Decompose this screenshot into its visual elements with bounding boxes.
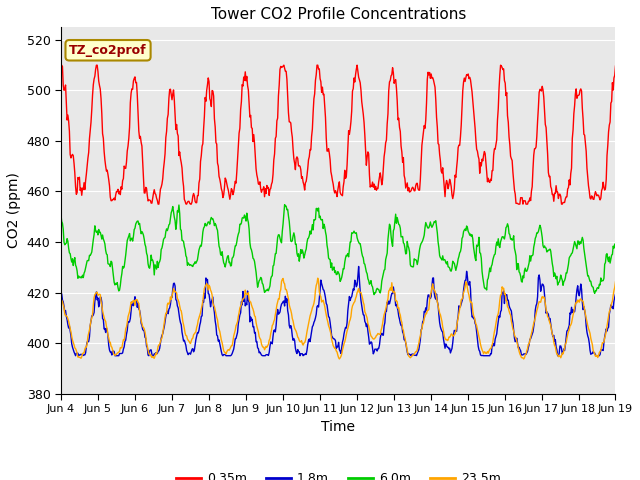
1.8m (210, 304, 218, 310)
6.0m (67, 255, 75, 261)
0.35m (180, 196, 188, 202)
6.0m (180, 244, 188, 250)
23.5m (124, 314, 132, 320)
Line: 0.35m: 0.35m (61, 65, 616, 204)
23.5m (612, 279, 620, 285)
Text: TZ_co2prof: TZ_co2prof (69, 44, 147, 57)
Line: 1.8m: 1.8m (61, 266, 616, 356)
0.35m (124, 143, 132, 149)
1.8m (67, 333, 75, 338)
1.8m (355, 264, 362, 269)
23.5m (210, 303, 218, 309)
1.8m (554, 353, 561, 359)
0.35m (210, 93, 218, 99)
6.0m (612, 242, 620, 248)
1.8m (57, 290, 65, 296)
0.35m (406, 189, 414, 194)
0.35m (422, 100, 430, 106)
23.5m (314, 275, 322, 281)
0.35m (57, 62, 65, 68)
1.8m (124, 319, 132, 324)
6.0m (407, 264, 415, 269)
0.35m (612, 63, 620, 69)
X-axis label: Time: Time (321, 420, 355, 433)
1.8m (422, 308, 430, 313)
23.5m (67, 329, 75, 335)
23.5m (422, 311, 430, 316)
1.8m (612, 291, 620, 297)
Y-axis label: CO2 (ppm): CO2 (ppm) (7, 172, 21, 248)
6.0m (281, 202, 289, 207)
6.0m (424, 224, 431, 230)
Legend: 0.35m, 1.8m, 6.0m, 23.5m: 0.35m, 1.8m, 6.0m, 23.5m (171, 467, 506, 480)
0.35m (313, 62, 321, 68)
23.5m (406, 355, 414, 360)
1.8m (406, 352, 414, 358)
0.35m (515, 201, 522, 207)
6.0m (124, 236, 132, 241)
Line: 6.0m: 6.0m (61, 204, 616, 295)
6.0m (370, 292, 378, 298)
Title: Tower CO2 Profile Concentrations: Tower CO2 Profile Concentrations (211, 7, 466, 22)
1.8m (180, 337, 188, 343)
6.0m (210, 218, 218, 224)
23.5m (180, 326, 188, 332)
Line: 23.5m: 23.5m (61, 278, 616, 359)
23.5m (520, 356, 527, 362)
23.5m (57, 297, 65, 302)
6.0m (57, 211, 65, 217)
0.35m (67, 155, 75, 161)
